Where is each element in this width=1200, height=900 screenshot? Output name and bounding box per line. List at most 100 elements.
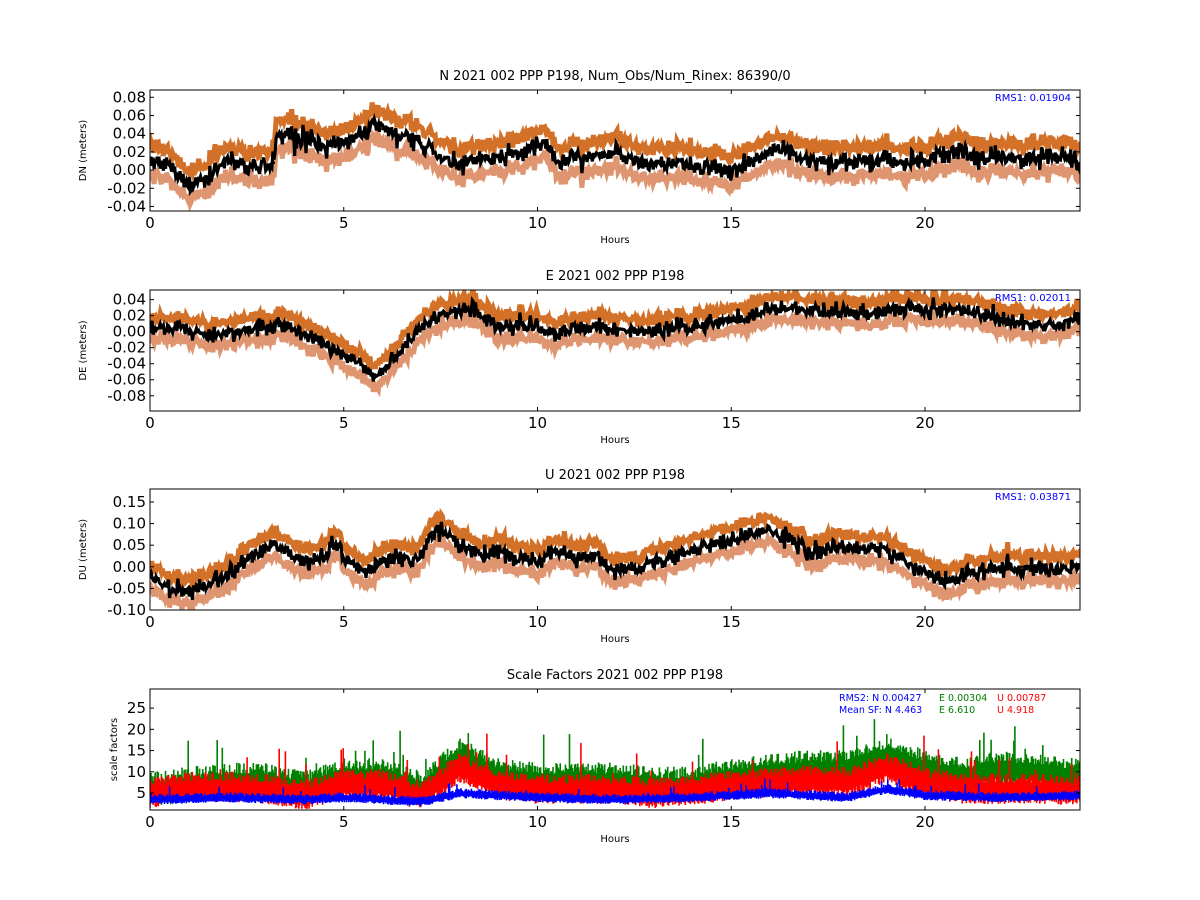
data-point [865,548,869,551]
data-point-U [497,783,500,786]
data-point [710,541,714,545]
data-point [284,322,287,325]
data-point-U [342,783,345,786]
data-point [1040,565,1043,568]
data-point [245,326,249,329]
data-point [187,591,190,594]
data-point [788,306,791,309]
data-point [730,171,733,174]
data-point [1020,565,1024,568]
data-point [431,531,435,534]
data-point [265,548,268,551]
x-tick-label: 5 [339,414,349,432]
data-point [575,326,578,329]
data-point [555,548,559,551]
data-point-U [1040,787,1043,790]
data-point [943,154,946,157]
data-point [923,157,927,161]
y-tick-label: -0.02 [107,179,146,197]
data-point [516,150,520,154]
data-point [323,554,326,558]
x-tick-label: 10 [528,613,547,631]
data-point [710,166,714,169]
x-tick-label: 5 [339,613,349,631]
data-point [575,157,578,161]
x-tick-label: 20 [915,414,934,432]
data-point-N [613,798,617,801]
data-point [904,161,907,164]
data-point [303,334,307,337]
data-point [323,342,326,345]
data-point [458,164,462,167]
data-point [1001,318,1004,321]
data-point [265,326,268,329]
series-sigma-upper [150,290,1080,370]
data-point [788,152,791,155]
scale-factor-annotation: E 0.00304 [939,693,987,704]
data-point [373,376,376,380]
data-point [168,587,171,590]
data-point [168,164,171,167]
series-sigma-upper [150,507,1080,592]
data-point [671,556,675,560]
data-point [544,141,547,144]
chart-title: N 2021 002 PPP P198, Num_Obs/Num_Rinex: … [439,69,790,84]
y-tick-label: 0.02 [113,143,146,161]
panel-east: 0 5 10 15 20 -0.08-0.06-0.04-0.020.000.020.04… [78,269,1081,446]
data-point-U [226,785,229,788]
x-tick-label: 0 [145,813,155,831]
data-point [206,582,210,586]
data-point [633,567,636,571]
data-point-U [807,779,810,782]
data-point [187,185,190,188]
data-point [691,164,694,167]
data-point [439,528,442,532]
data-point-E [1001,766,1004,769]
rms-annotation: RMS1: 0.03871 [995,492,1071,503]
data-point [334,539,338,543]
plot-area-up [150,507,1080,610]
data-point [710,322,714,325]
data-point [342,354,345,357]
data-point [652,164,655,167]
data-point [361,569,365,573]
data-point-N [226,796,229,799]
data-point [1059,322,1062,325]
y-axis-label: DU (meters) [78,519,89,580]
x-tick-label: 5 [339,214,349,232]
data-point-N [846,796,849,799]
data-point [497,157,500,161]
y-tick-label: -0.04 [107,197,146,215]
x-tick-label: 15 [722,613,741,631]
data-point [981,157,985,161]
scale-factor-annotation: RMS2: N 0.00427 [839,693,922,704]
data-point [284,550,287,553]
data-point-N [342,796,345,799]
data-point-U [381,783,384,786]
y-tick-label: 0.04 [113,125,146,143]
data-point [749,159,752,163]
y-tick-label: 0.00 [113,558,146,576]
data-point [826,548,830,551]
data-point [420,141,423,144]
data-point [904,561,907,564]
data-point [885,157,888,161]
data-point-U [265,787,268,790]
data-point-U [613,787,617,790]
y-tick-label: 0.04 [113,291,146,309]
y-tick-label: 0.02 [113,307,146,325]
data-point-N [458,791,462,795]
data-point [923,308,927,311]
y-tick-label: -0.06 [107,371,146,389]
data-point [245,166,249,169]
data-point [516,324,520,327]
data-point [962,310,965,313]
data-point [284,132,287,135]
data-point-U [885,766,888,769]
x-tick-label: 20 [915,613,934,631]
data-point [1059,567,1062,571]
data-point [274,137,278,140]
data-point [730,539,733,543]
data-point [272,161,276,164]
